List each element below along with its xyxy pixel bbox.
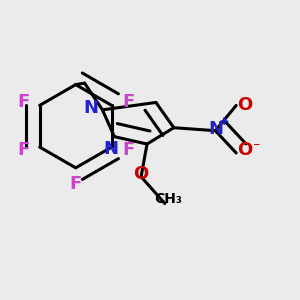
- Text: N: N: [83, 99, 98, 117]
- Text: N: N: [104, 140, 119, 158]
- Text: +: +: [219, 115, 230, 128]
- Text: ⁻: ⁻: [252, 140, 259, 154]
- Text: F: F: [122, 141, 134, 159]
- Text: F: F: [17, 141, 29, 159]
- Text: F: F: [17, 93, 29, 111]
- Text: O: O: [238, 96, 253, 114]
- Text: CH₃: CH₃: [154, 192, 182, 206]
- Text: F: F: [122, 93, 134, 111]
- Text: F: F: [70, 175, 82, 193]
- Text: O: O: [134, 165, 149, 183]
- Text: O: O: [238, 141, 253, 159]
- Text: N: N: [208, 120, 223, 138]
